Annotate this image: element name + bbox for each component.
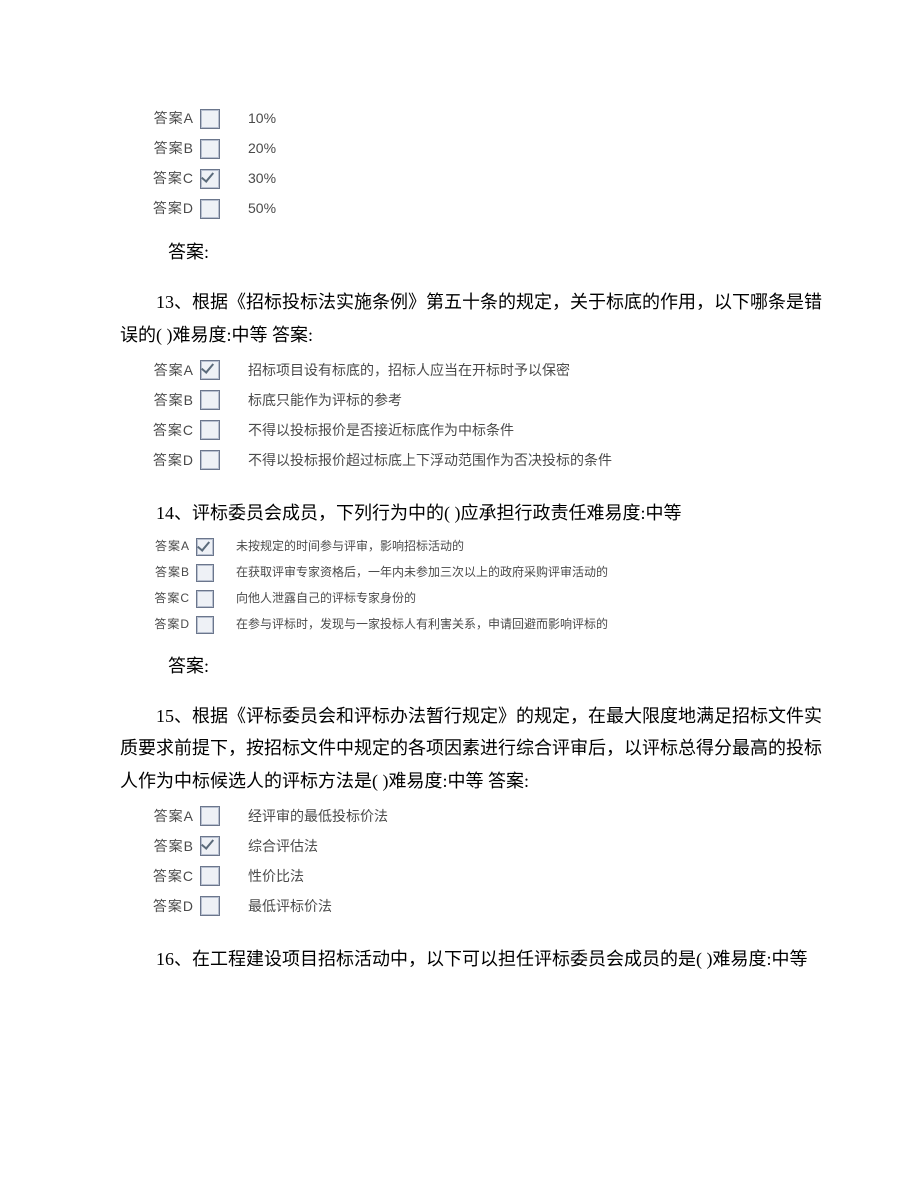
q12-option-c[interactable]: 答案C 30%: [150, 164, 830, 194]
option-label: 答案A: [150, 804, 194, 829]
option-text: 性价比法: [248, 864, 304, 889]
option-text: 未按规定的时间参与评审，影响招标活动的: [236, 536, 464, 558]
q14-answer-line: 答案:: [168, 650, 830, 682]
option-text: 10%: [248, 106, 276, 131]
q14-option-c[interactable]: 答案C 向他人泄露自己的评标专家身份的: [150, 586, 830, 612]
option-text: 30%: [248, 166, 276, 191]
option-text: 不得以投标报价是否接近标底作为中标条件: [248, 418, 514, 443]
checkbox-checked-icon[interactable]: [200, 836, 220, 856]
q13-options: 答案A 招标项目设有标底的，招标人应当在开标时予以保密 答案B 标底只能作为评标…: [150, 355, 830, 475]
q14-option-a[interactable]: 答案A 未按规定的时间参与评审，影响招标活动的: [150, 534, 830, 560]
q12-option-d[interactable]: 答案D 50%: [150, 194, 830, 224]
q12-answer-line: 答案:: [168, 236, 830, 268]
q15-stem: 15、根据《评标委员会和评标办法暂行规定》的规定，在最大限度地满足招标文件实质要…: [120, 700, 830, 797]
q14-option-b[interactable]: 答案B 在获取评审专家资格后，一年内未参加三次以上的政府采购评审活动的: [150, 560, 830, 586]
q15-option-d[interactable]: 答案D 最低评标价法: [150, 891, 830, 921]
checkbox-icon[interactable]: [200, 866, 220, 886]
q12-option-b[interactable]: 答案B 20%: [150, 134, 830, 164]
option-text: 招标项目设有标底的，招标人应当在开标时予以保密: [248, 358, 570, 383]
checkbox-icon[interactable]: [200, 420, 220, 440]
q14-options: 答案A 未按规定的时间参与评审，影响招标活动的 答案B 在获取评审专家资格后，一…: [150, 534, 830, 638]
q15-option-c[interactable]: 答案C 性价比法: [150, 861, 830, 891]
option-label: 答案B: [150, 834, 194, 859]
option-label: 答案D: [150, 448, 194, 473]
option-label: 答案D: [150, 196, 194, 221]
option-text: 不得以投标报价超过标底上下浮动范围作为否决投标的条件: [248, 448, 612, 473]
option-text: 经评审的最低投标价法: [248, 804, 388, 829]
option-text: 在获取评审专家资格后，一年内未参加三次以上的政府采购评审活动的: [236, 562, 608, 584]
option-label: 答案A: [150, 106, 194, 131]
q16-stem: 16、在工程建设项目招标活动中，以下可以担任评标委员会成员的是( )难易度:中等: [120, 943, 830, 975]
q15-option-b[interactable]: 答案B 综合评估法: [150, 831, 830, 861]
checkbox-checked-icon[interactable]: [200, 169, 220, 189]
checkbox-icon[interactable]: [200, 390, 220, 410]
option-label: 答案C: [150, 864, 194, 889]
option-text: 向他人泄露自己的评标专家身份的: [236, 588, 416, 610]
option-label: 答案B: [150, 562, 190, 584]
q13-option-c[interactable]: 答案C 不得以投标报价是否接近标底作为中标条件: [150, 415, 830, 445]
option-text: 20%: [248, 136, 276, 161]
q13-option-a[interactable]: 答案A 招标项目设有标底的，招标人应当在开标时予以保密: [150, 355, 830, 385]
option-text: 标底只能作为评标的参考: [248, 388, 402, 413]
option-text: 最低评标价法: [248, 894, 332, 919]
checkbox-icon[interactable]: [200, 896, 220, 916]
option-text: 在参与评标时，发现与一家投标人有利害关系，申请回避而影响评标的: [236, 614, 608, 636]
option-label: 答案A: [150, 358, 194, 383]
q13-option-b[interactable]: 答案B 标底只能作为评标的参考: [150, 385, 830, 415]
q12-options: 答案A 10% 答案B 20% 答案C 30% 答案D 50%: [150, 104, 830, 224]
option-label: 答案C: [150, 588, 190, 610]
q14-option-d[interactable]: 答案D 在参与评标时，发现与一家投标人有利害关系，申请回避而影响评标的: [150, 612, 830, 638]
option-text: 50%: [248, 196, 276, 221]
checkbox-icon[interactable]: [200, 450, 220, 470]
q13-option-d[interactable]: 答案D 不得以投标报价超过标底上下浮动范围作为否决投标的条件: [150, 445, 830, 475]
q15-options: 答案A 经评审的最低投标价法 答案B 综合评估法 答案C 性价比法 答案D 最低…: [150, 801, 830, 921]
q14-stem: 14、评标委员会成员，下列行为中的( )应承担行政责任难易度:中等: [120, 497, 830, 529]
checkbox-icon[interactable]: [196, 616, 214, 634]
q13-stem: 13、根据《招标投标法实施条例》第五十条的规定，关于标底的作用，以下哪条是错误的…: [120, 286, 830, 351]
option-label: 答案C: [150, 166, 194, 191]
q15-option-a[interactable]: 答案A 经评审的最低投标价法: [150, 801, 830, 831]
option-label: 答案D: [150, 614, 190, 636]
option-label: 答案D: [150, 894, 194, 919]
option-label: 答案C: [150, 418, 194, 443]
checkbox-checked-icon[interactable]: [200, 360, 220, 380]
checkbox-icon[interactable]: [200, 109, 220, 129]
checkbox-checked-icon[interactable]: [196, 538, 214, 556]
checkbox-icon[interactable]: [200, 199, 220, 219]
q12-option-a[interactable]: 答案A 10%: [150, 104, 830, 134]
option-label: 答案B: [150, 136, 194, 161]
option-text: 综合评估法: [248, 834, 318, 859]
checkbox-icon[interactable]: [200, 806, 220, 826]
checkbox-icon[interactable]: [196, 564, 214, 582]
checkbox-icon[interactable]: [200, 139, 220, 159]
option-label: 答案A: [150, 536, 190, 558]
option-label: 答案B: [150, 388, 194, 413]
checkbox-icon[interactable]: [196, 590, 214, 608]
